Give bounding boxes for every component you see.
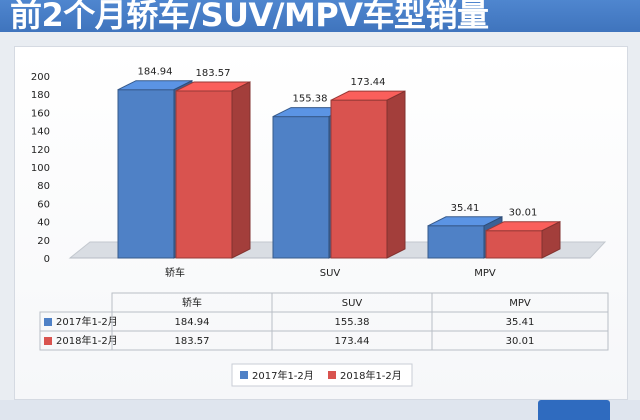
table-row-swatch [44, 337, 52, 345]
bar-side [541, 220, 561, 259]
y-tick-label: 40 [37, 218, 50, 229]
bar [175, 90, 233, 259]
y-tick-label: 60 [37, 199, 50, 210]
bar [272, 116, 330, 259]
data-label: 183.57 [196, 68, 231, 79]
x-tick-label: 轿车 [165, 266, 185, 279]
data-label: 30.01 [509, 208, 538, 219]
table-cell: 183.57 [175, 336, 210, 347]
y-tick-label: 120 [31, 145, 50, 156]
y-tick-label: 0 [44, 254, 50, 265]
table-header-cell: 轿车 [182, 296, 202, 309]
y-tick-label: 140 [31, 127, 50, 138]
table-cell: 184.94 [175, 317, 210, 328]
title-band: 前2个月轿车/SUV/MPV车型销量 [0, 0, 640, 34]
y-tick-label: 180 [31, 90, 50, 101]
table-cell: 35.41 [506, 317, 535, 328]
bar [485, 230, 543, 259]
footer-logo [538, 400, 610, 420]
bar [117, 89, 175, 259]
legend-box [231, 363, 413, 387]
data-label: 173.44 [351, 77, 386, 88]
table-header-cell: SUV [342, 298, 363, 309]
page-title: 前2个月轿车/SUV/MPV车型销量 [10, 0, 489, 34]
bar-side [231, 81, 251, 259]
y-tick-label: 20 [37, 236, 50, 247]
data-label: 184.94 [138, 67, 173, 78]
table-row-label: 2018年1-2月 [56, 334, 118, 347]
table-row-label: 2017年1-2月 [56, 315, 118, 328]
bar [427, 225, 485, 259]
bar-side [386, 90, 406, 259]
legend-label: 2017年1-2月 [252, 369, 314, 382]
x-tick-label: SUV [320, 268, 341, 279]
legend-swatch [328, 371, 336, 379]
table-row-swatch [44, 318, 52, 326]
table-cell: 155.38 [335, 317, 370, 328]
legend-label: 2018年1-2月 [340, 369, 402, 382]
table-row [39, 330, 609, 351]
table-header-cell: MPV [509, 298, 531, 309]
y-tick-label: 80 [37, 181, 50, 192]
bar [330, 99, 388, 259]
y-tick-label: 200 [31, 72, 50, 83]
table-cell: 30.01 [506, 336, 535, 347]
data-label: 155.38 [293, 94, 328, 105]
y-tick-label: 100 [31, 163, 50, 174]
table-cell: 173.44 [335, 336, 370, 347]
y-tick-label: 160 [31, 108, 50, 119]
legend-swatch [240, 371, 248, 379]
footer-strip [0, 400, 640, 420]
data-label: 35.41 [451, 203, 480, 214]
x-tick-label: MPV [474, 268, 496, 279]
